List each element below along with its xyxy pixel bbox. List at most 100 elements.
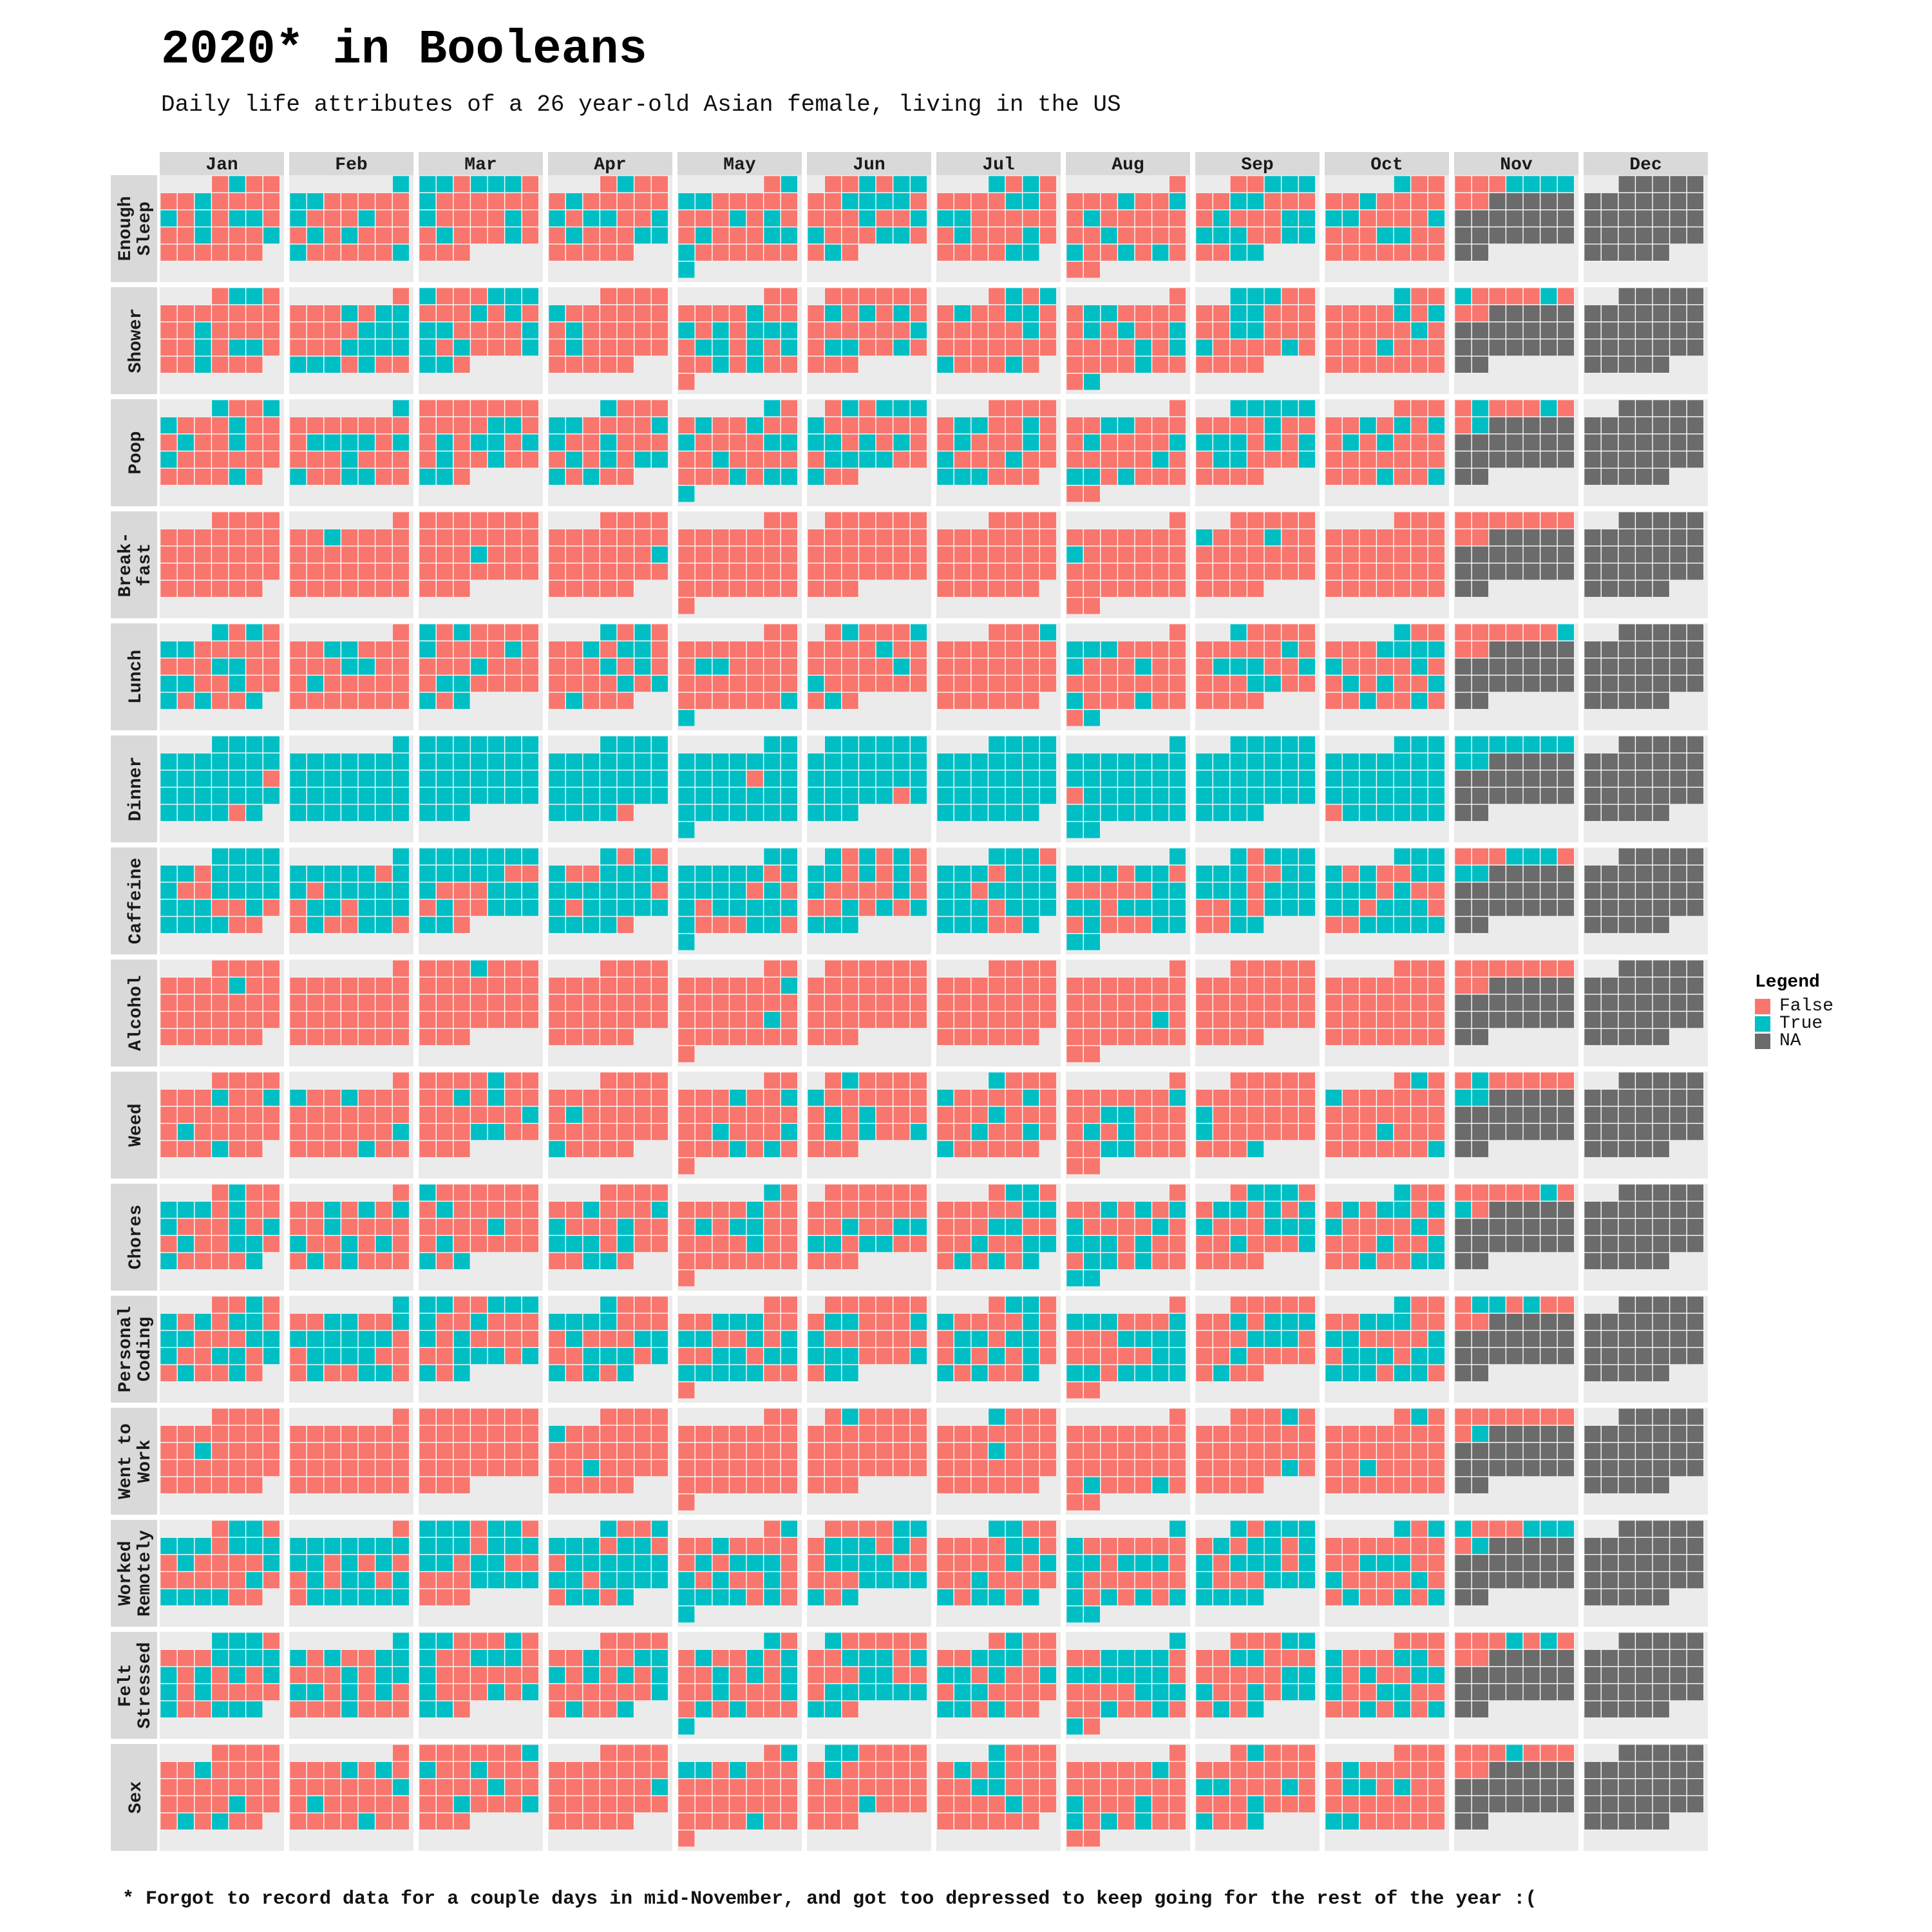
day-cell <box>893 994 911 1012</box>
day-cell <box>824 1184 842 1202</box>
day-cell <box>634 899 652 916</box>
day-cell <box>729 865 746 882</box>
day-cell <box>375 339 393 356</box>
day-cell <box>1540 735 1558 753</box>
day-cell <box>565 1425 583 1443</box>
day-cell <box>341 227 358 244</box>
day-cell <box>392 175 410 193</box>
day-cell <box>729 1589 746 1606</box>
day-cell <box>954 1347 971 1365</box>
day-cell <box>807 305 825 322</box>
day-cell <box>954 433 971 451</box>
day-cell <box>1117 770 1135 788</box>
day-cell <box>263 1072 280 1090</box>
day-cell <box>893 305 911 322</box>
day-cell <box>436 916 453 934</box>
day-cell <box>307 916 324 934</box>
day-cell <box>781 1425 798 1443</box>
day-cell <box>677 692 696 710</box>
day-cell <box>453 1313 471 1331</box>
day-cell <box>617 321 634 339</box>
day-cell <box>177 994 194 1012</box>
day-cell <box>729 244 746 261</box>
day-cell <box>1195 977 1213 994</box>
day-cell <box>1169 433 1186 451</box>
panel-jul <box>936 1296 1061 1403</box>
day-cell <box>1151 1011 1170 1028</box>
day-cell <box>1229 287 1247 305</box>
day-cell <box>841 1571 859 1589</box>
day-cell <box>453 692 471 710</box>
day-cell <box>1557 193 1575 210</box>
day-cell <box>1601 468 1618 486</box>
day-cell <box>1229 468 1247 486</box>
day-cell <box>177 1589 194 1606</box>
day-cell <box>419 1106 437 1124</box>
day-cell <box>1005 417 1023 434</box>
day-cell <box>341 916 358 934</box>
day-cell <box>1083 1028 1101 1046</box>
day-cell <box>1635 1408 1653 1426</box>
day-cell <box>1506 1442 1523 1460</box>
day-cell <box>488 1442 505 1460</box>
day-cell <box>1229 623 1247 641</box>
day-cell <box>1601 1330 1618 1348</box>
day-cell <box>177 1459 194 1477</box>
panel-oct <box>1325 511 1449 618</box>
day-cell <box>1557 1313 1575 1331</box>
day-cell <box>893 1089 911 1106</box>
day-cell <box>1264 175 1282 193</box>
day-cell <box>677 977 696 994</box>
day-cell <box>582 1442 600 1460</box>
day-cell <box>1687 1072 1704 1090</box>
day-cell <box>746 658 764 676</box>
day-cell <box>781 1554 798 1572</box>
day-cell <box>1342 529 1359 546</box>
day-cell <box>245 451 263 468</box>
day-cell <box>504 1537 522 1555</box>
day-cell <box>565 1313 583 1331</box>
panel-nov <box>1454 511 1578 618</box>
day-cell <box>971 1123 989 1141</box>
day-cell <box>746 1201 764 1218</box>
day-cell <box>858 1408 876 1426</box>
day-cell <box>1151 580 1170 598</box>
day-cell <box>893 977 911 994</box>
day-cell <box>375 865 393 882</box>
day-cell <box>453 994 471 1012</box>
day-cell <box>1039 287 1057 305</box>
day-cell <box>634 339 652 356</box>
day-cell <box>651 735 668 753</box>
day-cell <box>1376 209 1394 227</box>
day-cell <box>841 848 859 866</box>
day-cell <box>1488 623 1506 641</box>
day-cell <box>841 1106 859 1124</box>
day-cell <box>1151 563 1170 580</box>
day-cell <box>392 1330 410 1348</box>
day-cell <box>1100 244 1118 261</box>
day-cell <box>1488 1201 1506 1218</box>
day-cell <box>1151 417 1170 434</box>
day-cell <box>211 339 229 356</box>
day-cell <box>1169 882 1186 900</box>
day-cell <box>600 1184 617 1202</box>
day-cell <box>1635 899 1653 916</box>
day-cell <box>211 641 229 658</box>
panel-apr <box>548 511 672 618</box>
day-cell <box>1523 1425 1540 1443</box>
day-cell <box>1039 339 1057 356</box>
day-cell <box>1100 1141 1118 1158</box>
day-cell <box>1005 1184 1023 1202</box>
day-cell <box>971 692 989 710</box>
day-cell <box>858 899 876 916</box>
day-cell <box>634 787 652 804</box>
day-cell <box>1506 1011 1523 1028</box>
day-cell <box>858 753 876 770</box>
day-cell <box>341 675 358 692</box>
day-cell <box>548 1141 566 1158</box>
day-cell <box>341 1123 358 1141</box>
day-cell <box>1410 305 1428 322</box>
day-cell <box>194 193 212 210</box>
day-cell <box>453 770 471 788</box>
day-cell <box>229 1218 246 1236</box>
